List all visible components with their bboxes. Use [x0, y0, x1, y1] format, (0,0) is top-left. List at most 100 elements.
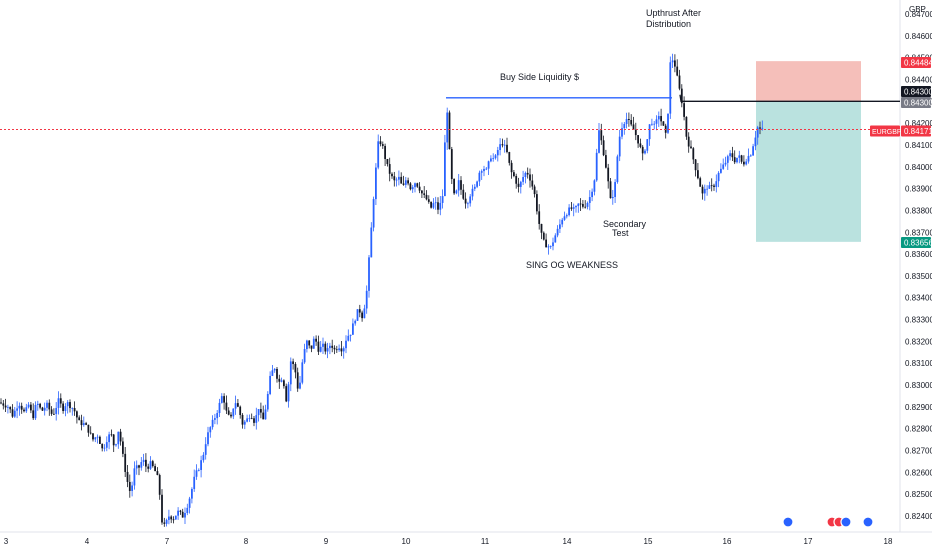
candle-body	[110, 434, 113, 436]
candle-body	[611, 196, 614, 199]
candle-body	[432, 203, 435, 208]
candle-body	[607, 167, 610, 182]
candle-body	[731, 153, 734, 158]
time-axis-ticks[interactable]: 3 4 7 8 9 10 11 14 15 16 17 18	[4, 537, 893, 546]
candle-body	[756, 127, 759, 138]
candle-body	[602, 140, 605, 156]
candle-body	[27, 404, 30, 408]
candle-body	[370, 227, 373, 258]
candle-body	[177, 510, 179, 516]
candle-body	[73, 408, 76, 412]
event-markers[interactable]	[782, 516, 874, 528]
candle-body	[32, 410, 35, 419]
svg-text:0.84484: 0.84484	[904, 59, 932, 68]
candle-body	[623, 124, 626, 129]
candle-body	[209, 427, 212, 433]
candle-body	[593, 180, 596, 192]
candle-body	[377, 141, 380, 168]
candle-body	[526, 172, 529, 175]
candle-body	[365, 290, 368, 309]
candle-body	[36, 403, 39, 405]
candle-body	[101, 443, 104, 449]
event-marker-icon	[840, 516, 852, 528]
candle-body	[333, 347, 336, 350]
candle-body	[158, 475, 161, 495]
price-axis-ticks[interactable]: 0.847000.846000.845000.844000.843000.842…	[905, 10, 932, 521]
candle-body	[324, 343, 327, 352]
level-price-tag-dark: 0.84300	[901, 86, 932, 97]
candle-body	[140, 462, 143, 468]
candle-body	[296, 372, 299, 389]
svg-text:0.84171: 0.84171	[904, 127, 932, 136]
candle-body	[105, 442, 108, 448]
candle-body	[349, 334, 352, 336]
candle-body	[533, 186, 536, 195]
price-tick-label: 0.82800	[905, 425, 932, 434]
candle-body	[582, 203, 584, 207]
candle-body	[64, 406, 67, 411]
candle-body	[655, 119, 658, 124]
candle-body	[549, 246, 552, 247]
candle-body	[605, 155, 607, 168]
candle-body	[191, 488, 193, 499]
candle-body	[460, 180, 462, 190]
candle-body	[444, 142, 446, 197]
candle-body	[294, 364, 297, 373]
candle-body	[48, 402, 51, 410]
candle-body	[66, 402, 69, 407]
candle-body	[243, 421, 246, 425]
candle-body	[379, 141, 382, 145]
candle-body	[11, 409, 14, 417]
candle-body	[18, 405, 21, 409]
candle-body	[269, 375, 271, 394]
candle-body	[299, 382, 301, 389]
candle-body	[122, 441, 124, 454]
candle-body	[529, 174, 531, 181]
price-tick-label: 0.84700	[905, 10, 932, 19]
price-tick-label: 0.83400	[905, 294, 932, 303]
candle-body	[230, 414, 232, 417]
candle-body	[437, 202, 439, 210]
candle-body	[142, 459, 145, 463]
candle-body	[227, 410, 230, 415]
candle-body	[687, 136, 690, 147]
entry-level-line[interactable]	[679, 94, 900, 102]
upthrust-label-line2: Distribution	[646, 19, 691, 29]
candle-body	[315, 338, 317, 342]
price-tick-label: 0.83200	[905, 337, 932, 346]
candle-body	[303, 349, 306, 363]
candle-body	[701, 186, 704, 194]
time-tick-label: 17	[804, 537, 813, 546]
level-price-tag-grey: 0.84300	[901, 97, 932, 108]
candle-body	[446, 112, 449, 143]
candle-body	[78, 417, 81, 421]
candle-body	[391, 173, 393, 177]
candle-body	[485, 168, 488, 170]
candle-body	[671, 60, 674, 63]
candle-body	[89, 432, 92, 434]
candle-body	[538, 211, 541, 224]
candle-body	[524, 172, 527, 178]
price-tick-label: 0.84600	[905, 32, 932, 41]
stop-loss-zone[interactable]	[756, 61, 861, 102]
candle-body	[246, 418, 248, 422]
candle-body	[386, 158, 389, 165]
candle-body	[591, 191, 593, 198]
candle-body	[563, 216, 566, 220]
svg-text:0.84300: 0.84300	[904, 88, 932, 97]
candle-body	[292, 361, 294, 365]
candle-body	[145, 459, 147, 467]
candle-body	[30, 404, 32, 411]
candle-body	[207, 432, 209, 445]
candle-body	[179, 510, 182, 512]
candle-body	[308, 340, 311, 346]
candle-body	[577, 203, 580, 207]
candle-body	[416, 183, 419, 187]
take-profit-zone[interactable]	[756, 101, 861, 242]
candle-body	[540, 223, 543, 233]
candle-body	[395, 179, 398, 181]
time-tick-label: 15	[644, 537, 653, 546]
candle-body	[149, 461, 152, 469]
